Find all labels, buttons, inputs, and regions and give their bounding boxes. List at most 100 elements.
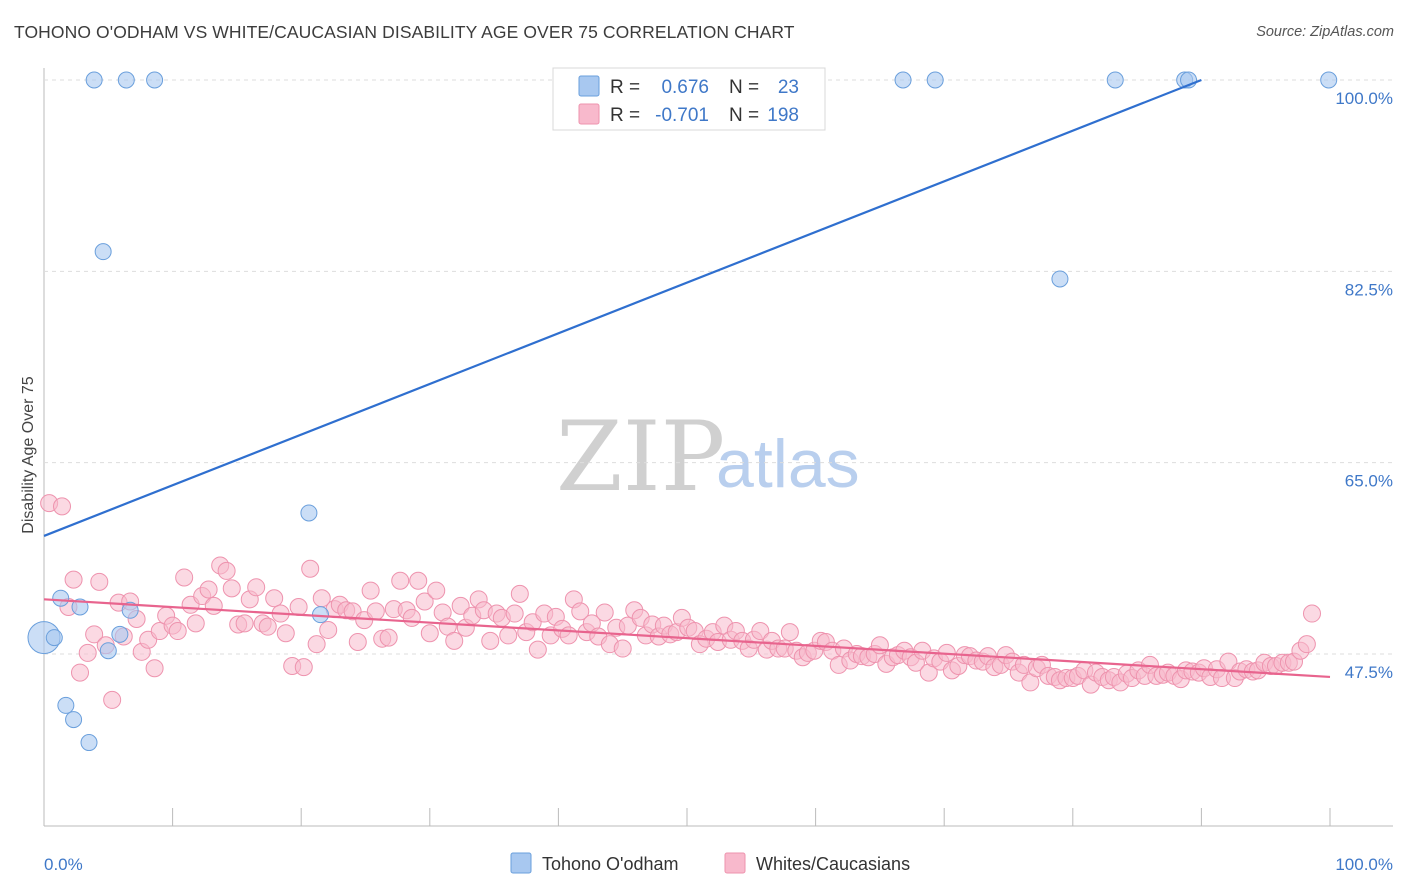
whites-point xyxy=(53,497,72,516)
whites-point xyxy=(409,571,428,590)
tohono-point xyxy=(146,71,164,89)
whites-point xyxy=(71,663,90,682)
whites-point xyxy=(307,635,326,654)
whites-point xyxy=(103,690,122,709)
tohono-point xyxy=(71,598,89,616)
whites-point xyxy=(348,632,367,651)
legend-r-value-1: 0.676 xyxy=(661,77,709,98)
whites-point xyxy=(528,640,547,659)
tohono-point xyxy=(80,734,98,752)
whites-point xyxy=(247,578,266,597)
whites-point xyxy=(499,626,518,645)
tohono-point xyxy=(300,504,318,522)
whites-point xyxy=(595,603,614,622)
y-axis-label: Disability Age Over 75 xyxy=(20,376,37,534)
tohono-point xyxy=(45,629,63,647)
whites-point xyxy=(366,602,385,621)
legend-swatch-whites xyxy=(578,103,600,125)
bottom-legend-tohono: Tohono O'odham xyxy=(542,854,679,874)
whites-point xyxy=(64,570,83,589)
whites-point xyxy=(186,614,205,633)
tohono-point xyxy=(85,71,103,89)
series-legend: Tohono O'odham Whites/Caucasians xyxy=(510,852,910,874)
source-label: Source: ZipAtlas.com xyxy=(1256,24,1394,40)
tohono-point xyxy=(894,71,912,89)
tohono-point xyxy=(65,711,83,729)
series-tohono-points xyxy=(27,71,1338,752)
legend-r-label-1: R = xyxy=(610,77,640,98)
legend-r-label-2: R = xyxy=(610,105,640,126)
whites-point xyxy=(379,628,398,647)
whites-point xyxy=(175,568,194,587)
whites-point xyxy=(505,604,524,623)
whites-point xyxy=(222,579,241,598)
whites-point xyxy=(145,659,164,678)
legend-swatch-tohono xyxy=(578,75,600,97)
whites-point xyxy=(420,624,439,643)
whites-point xyxy=(427,581,446,600)
correlation-legend: R = 0.676 N = 23 R = -0.701 N = 198 xyxy=(552,67,826,131)
whites-point xyxy=(294,658,313,677)
whites-point xyxy=(90,572,109,591)
whites-point xyxy=(402,608,421,627)
x-tick-label-right: 100.0% xyxy=(1335,855,1393,874)
whites-point xyxy=(235,614,254,633)
whites-point xyxy=(571,602,590,621)
whites-point xyxy=(445,631,464,650)
tohono-point xyxy=(111,625,129,643)
whites-point xyxy=(510,584,529,603)
whites-point xyxy=(301,559,320,578)
x-ticks xyxy=(43,808,1331,826)
whites-point xyxy=(361,581,380,600)
legend-n-label-2: N = xyxy=(729,105,759,126)
whites-point xyxy=(559,626,578,645)
whites-point xyxy=(168,622,187,641)
whites-point xyxy=(204,596,223,615)
whites-point xyxy=(258,617,277,636)
series-whites-points xyxy=(40,494,1321,709)
watermark-atlas: atlas xyxy=(716,426,860,502)
whites-point xyxy=(78,643,97,662)
whites-point xyxy=(276,624,295,643)
chart-title: TOHONO O'ODHAM VS WHITE/CAUCASIAN DISABI… xyxy=(14,22,795,42)
tohono-trend-line xyxy=(43,78,1202,537)
whites-point xyxy=(391,571,410,590)
whites-point xyxy=(85,625,104,644)
whites-point xyxy=(1297,635,1316,654)
whites-point xyxy=(1302,604,1321,623)
tohono-point xyxy=(1106,71,1124,89)
whites-point xyxy=(199,580,218,599)
tohono-point xyxy=(1320,71,1338,89)
y-tick-label: 47.5% xyxy=(1345,663,1393,682)
bottom-legend-swatch-whites xyxy=(724,852,746,874)
whites-point xyxy=(780,623,799,642)
whites-point xyxy=(319,620,338,639)
y-tick-label: 100.0% xyxy=(1335,89,1393,108)
grid-lines xyxy=(44,79,1393,655)
y-tick-label: 65.0% xyxy=(1345,472,1393,491)
tohono-point xyxy=(52,589,70,607)
y-tick-label: 82.5% xyxy=(1345,280,1393,299)
tohono-point xyxy=(99,642,117,660)
whites-point xyxy=(415,592,434,611)
tohono-point xyxy=(1051,270,1069,288)
whites-trend-line xyxy=(43,598,1331,679)
tohono-point xyxy=(926,71,944,89)
x-tick-label-left: 0.0% xyxy=(44,855,83,874)
whites-point xyxy=(481,631,500,650)
y-tick-labels: 47.5% 65.0% 82.5% 100.0% xyxy=(1335,89,1393,682)
whites-point xyxy=(451,596,470,615)
tohono-point xyxy=(94,243,112,261)
whites-point xyxy=(289,597,308,616)
tohono-point xyxy=(117,71,135,89)
trend-lines xyxy=(43,78,1331,679)
tohono-point xyxy=(57,696,75,714)
whites-point xyxy=(217,561,236,580)
legend-n-value-2: 198 xyxy=(767,105,799,126)
legend-n-label-1: N = xyxy=(729,77,759,98)
whites-point xyxy=(751,622,770,641)
whites-point xyxy=(613,639,632,658)
legend-n-value-1: 23 xyxy=(778,77,799,98)
bottom-legend-swatch-tohono xyxy=(510,852,532,874)
